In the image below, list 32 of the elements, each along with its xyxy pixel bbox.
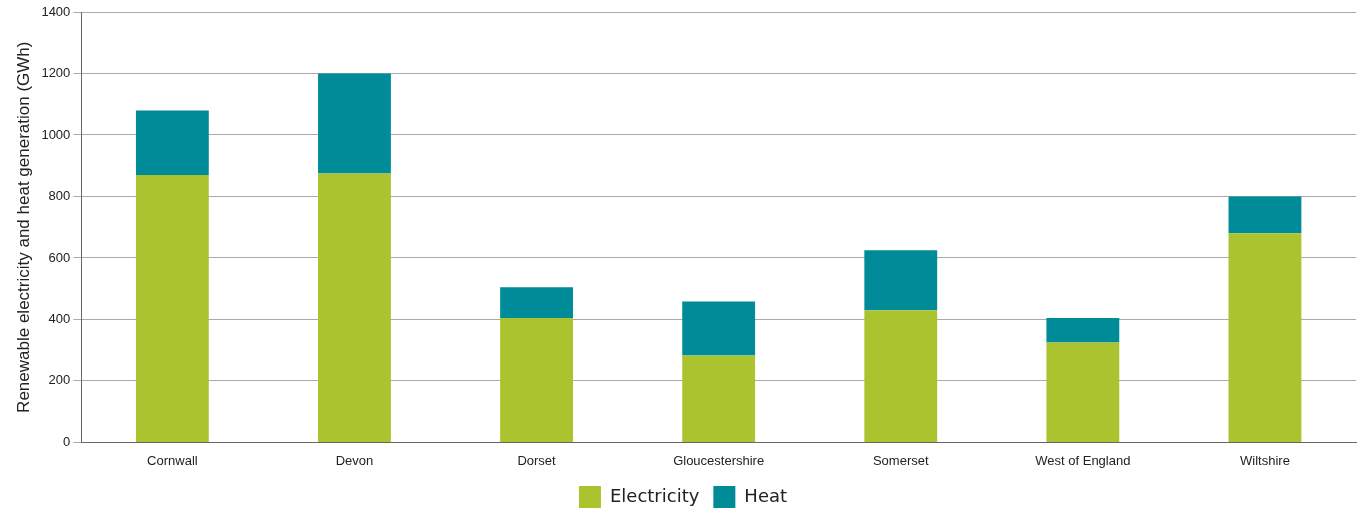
y-tick-label: 800 bbox=[48, 188, 71, 204]
x-tick-label: Devon bbox=[335, 452, 374, 468]
bar bbox=[864, 310, 938, 442]
legend-label: Electricity bbox=[609, 484, 700, 506]
bar bbox=[500, 287, 573, 318]
y-tick-label: 0 bbox=[63, 433, 71, 449]
bar bbox=[1046, 317, 1120, 343]
y-axis-title: Renewable electricity and heat generation (GWh) bbox=[13, 41, 33, 413]
y-tick-label: 1400 bbox=[41, 3, 71, 19]
x-tick-label: Dorset bbox=[517, 452, 557, 468]
bar bbox=[864, 250, 938, 311]
bar bbox=[318, 173, 391, 442]
bar bbox=[682, 355, 756, 442]
x-tick-label: Somerset bbox=[872, 452, 929, 468]
bar bbox=[135, 110, 209, 175]
legend-label: Heat bbox=[744, 484, 788, 506]
y-tick-label: 400 bbox=[48, 311, 71, 327]
bar bbox=[135, 174, 209, 442]
x-tick-label: Gloucestershire bbox=[673, 452, 765, 468]
y-tick-label: 200 bbox=[48, 372, 71, 388]
bar bbox=[1046, 342, 1120, 442]
y-tick-label: 1200 bbox=[41, 65, 71, 81]
bar bbox=[682, 301, 756, 356]
bar bbox=[1228, 233, 1302, 442]
bar bbox=[318, 73, 391, 174]
y-tick-label: 600 bbox=[48, 249, 71, 265]
x-tick-label: Wiltshire bbox=[1240, 452, 1290, 468]
x-tick-label: West of England bbox=[1035, 452, 1131, 468]
bar bbox=[500, 317, 573, 442]
y-tick-label: 1000 bbox=[41, 126, 71, 142]
bar bbox=[1228, 196, 1302, 234]
x-tick-label: Cornwall bbox=[147, 452, 198, 468]
